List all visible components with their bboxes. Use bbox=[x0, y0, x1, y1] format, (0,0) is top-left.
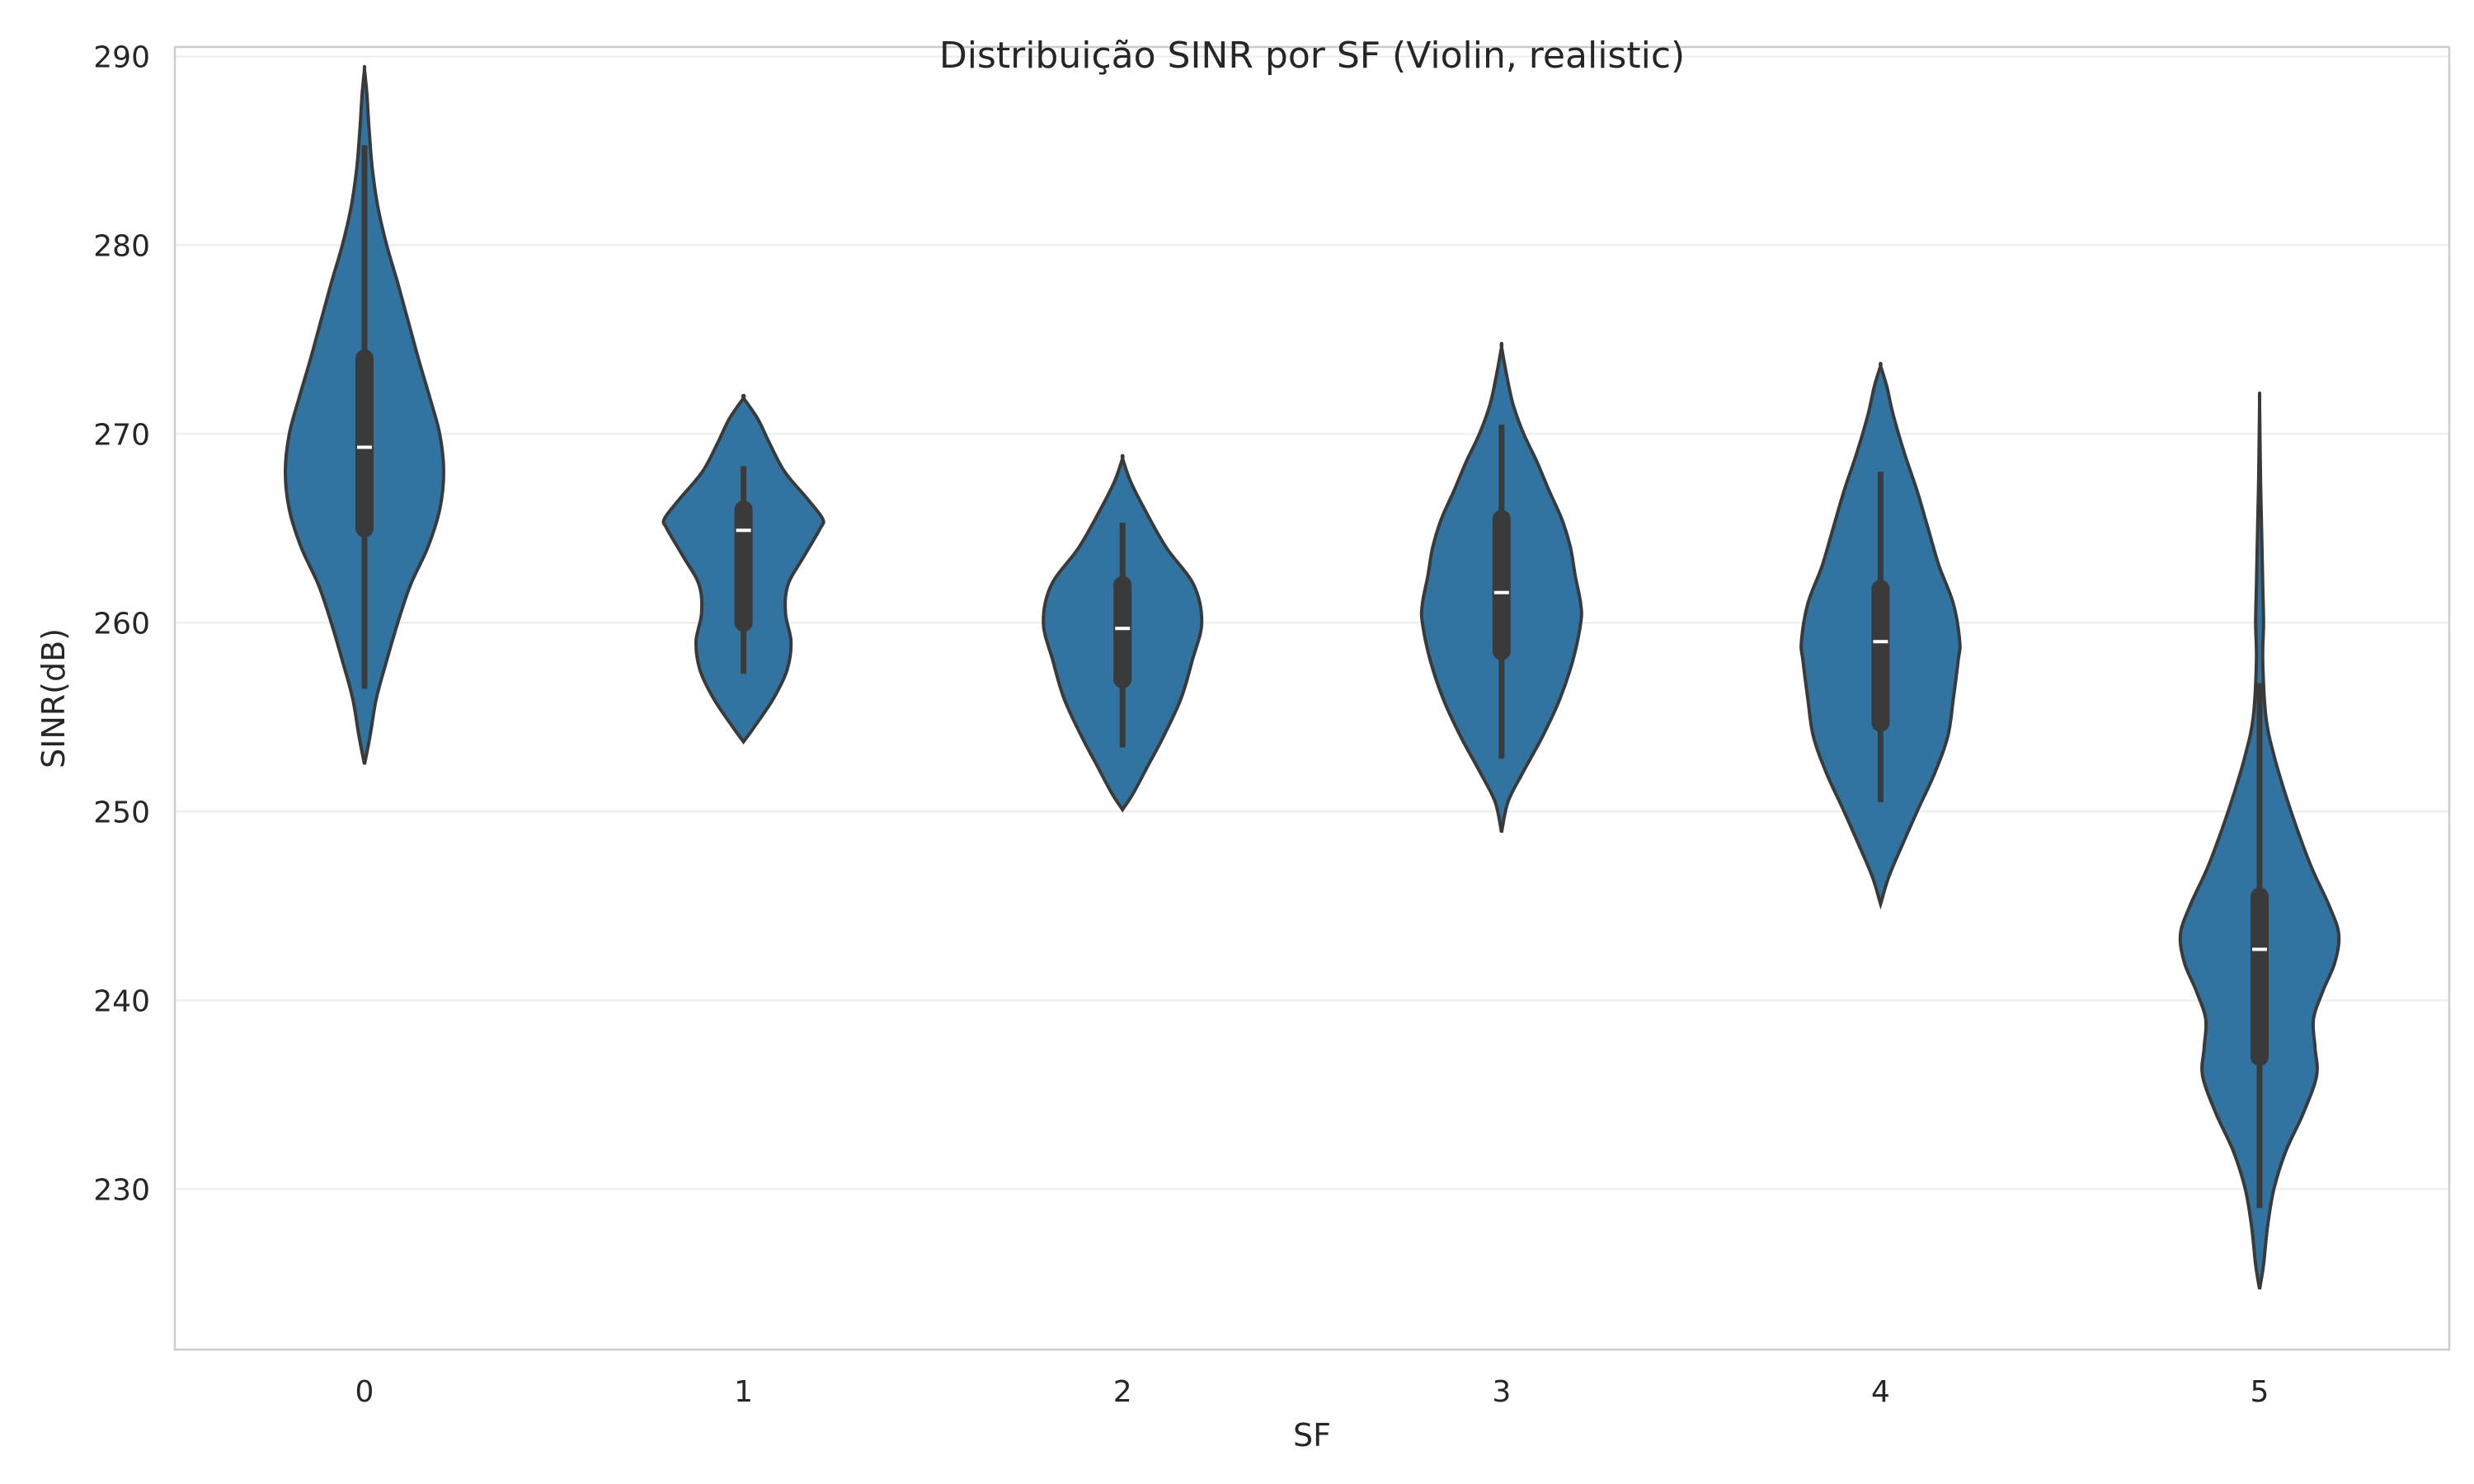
y-tick-label: 240 bbox=[93, 984, 150, 1018]
y-tick-label: 260 bbox=[93, 607, 150, 641]
y-tick-label: 270 bbox=[93, 418, 150, 452]
violins bbox=[283, 64, 2341, 1290]
x-axis-label: SF bbox=[1293, 1417, 1331, 1453]
x-tick-labels: 0 1 2 3 4 5 bbox=[355, 1375, 2269, 1409]
chart-title: Distribuição SINR por SF (Violin, realis… bbox=[939, 35, 1685, 77]
y-tick-label: 250 bbox=[93, 796, 150, 829]
x-tick-label: 0 bbox=[355, 1375, 374, 1409]
y-tick-label: 280 bbox=[93, 229, 150, 263]
y-axis-label: SINR(dB) bbox=[35, 628, 72, 768]
x-tick-label: 2 bbox=[1113, 1375, 1132, 1409]
y-tick-labels: 230 240 250 260 270 280 290 bbox=[93, 40, 150, 1207]
plot-frame bbox=[173, 45, 2451, 1351]
x-tick-label: 4 bbox=[1871, 1375, 1890, 1409]
x-tick-label: 5 bbox=[2251, 1375, 2269, 1409]
grid-lines bbox=[175, 55, 2449, 1190]
x-tick-label: 3 bbox=[1492, 1375, 1511, 1409]
y-tick-label: 230 bbox=[93, 1173, 150, 1207]
x-tick-label: 1 bbox=[734, 1375, 753, 1409]
y-tick-label: 290 bbox=[93, 40, 150, 74]
